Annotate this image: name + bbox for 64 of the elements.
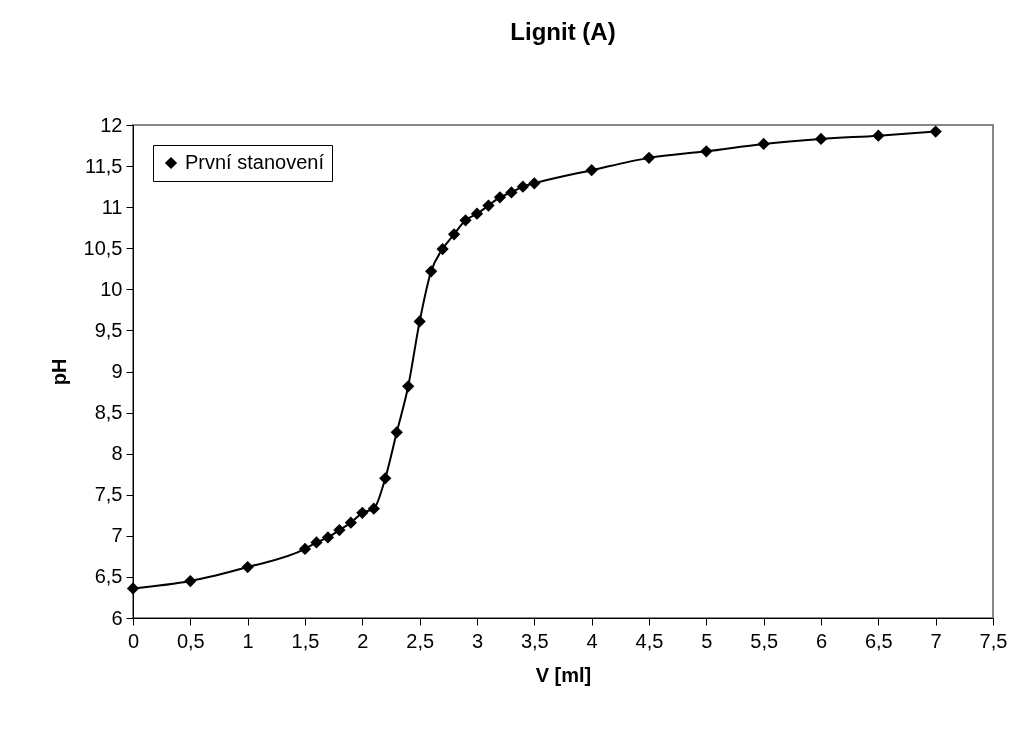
y-tick-label: 6,5 <box>94 565 123 588</box>
x-tick-label: 3,5 <box>520 629 549 652</box>
y-tick-label: 7 <box>111 524 123 547</box>
point <box>126 582 140 595</box>
point <box>482 199 495 212</box>
point <box>814 132 828 146</box>
x-tick-label: 5 <box>701 629 713 652</box>
y-tick-label: 7,5 <box>94 483 123 506</box>
x-tick-label: 0,5 <box>176 629 205 652</box>
point <box>493 191 507 204</box>
point <box>757 137 770 151</box>
point <box>700 145 713 158</box>
point <box>321 531 335 544</box>
point <box>310 536 323 549</box>
y-tick-label: 9 <box>111 360 123 382</box>
point <box>184 574 197 588</box>
point <box>241 560 254 574</box>
y-tick-label: 10 <box>100 277 123 300</box>
y-tick-label: 11 <box>101 195 123 218</box>
x-tick-label: 1,5 <box>291 629 320 652</box>
point <box>447 228 461 241</box>
x-tick-label: 0 <box>127 629 140 652</box>
point <box>390 426 403 439</box>
x-tick-label: 7,5 <box>979 629 1008 652</box>
x-tick-label: 6 <box>815 629 828 652</box>
x-tick-label: 4 <box>586 629 598 652</box>
point <box>298 542 312 556</box>
point <box>402 380 415 393</box>
point <box>413 315 426 328</box>
x-tick-label: 7 <box>930 629 942 652</box>
y-axis-title: pH <box>47 358 70 386</box>
point <box>516 180 529 193</box>
point <box>344 516 357 529</box>
point <box>436 242 449 256</box>
x-axis-title: V [ml] <box>535 663 592 686</box>
x-tick-label: 1 <box>242 629 254 652</box>
point <box>333 523 346 537</box>
point <box>642 151 656 164</box>
x-tick-label: 6,5 <box>864 629 893 652</box>
point <box>528 177 541 190</box>
x-tick-label: 5,5 <box>750 629 779 652</box>
y-tick-label: 6 <box>111 606 123 629</box>
point <box>367 502 380 515</box>
y-tick-label: 10,5 <box>83 236 123 259</box>
point <box>872 129 885 142</box>
point <box>929 125 942 138</box>
y-tick-label: 9,5 <box>94 318 123 341</box>
legend-label: První stanovení <box>185 151 325 173</box>
x-tick-label: 4,5 <box>635 629 664 652</box>
y-tick-label: 8,5 <box>94 401 123 424</box>
point <box>470 207 484 220</box>
point <box>585 164 598 177</box>
y-tick-label: 11,5 <box>85 154 123 177</box>
point <box>505 186 518 199</box>
point <box>356 506 369 519</box>
x-tick-label: 2 <box>357 629 369 652</box>
chart-title: Lignit (A) <box>510 18 616 45</box>
point <box>459 214 472 227</box>
y-tick-label: 12 <box>100 113 123 136</box>
point <box>379 472 392 485</box>
x-tick-label: 3 <box>471 629 484 652</box>
point <box>425 265 438 278</box>
y-tick-label: 8 <box>111 442 123 465</box>
x-tick-label: 2,5 <box>406 629 435 652</box>
